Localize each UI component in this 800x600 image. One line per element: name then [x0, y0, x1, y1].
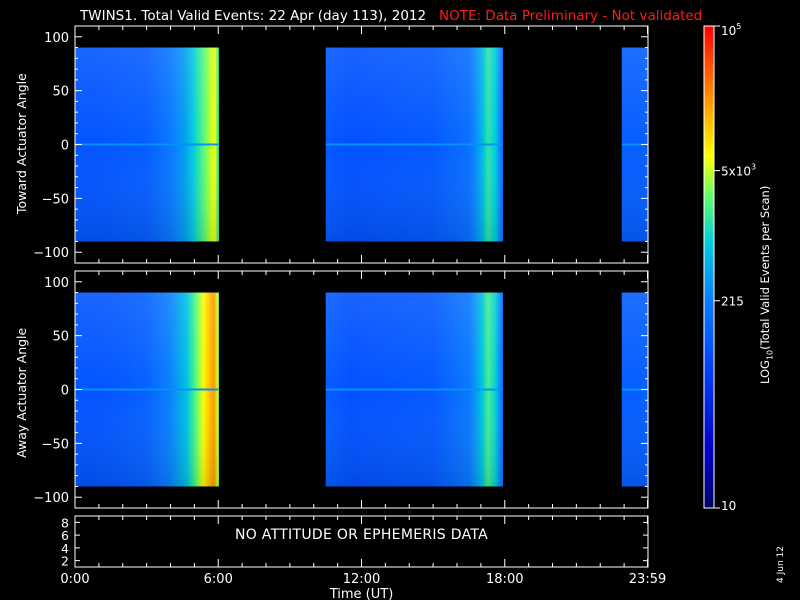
- x-tick-label: 6:00: [204, 572, 233, 587]
- y-tick-label: 50: [52, 85, 69, 100]
- y-tick-label: 0: [61, 384, 69, 399]
- y-tick-label: −100: [33, 491, 69, 506]
- title-main: TWINS1. Total Valid Events: 22 Apr (day …: [80, 8, 427, 24]
- y-tick-label: 6: [61, 528, 69, 543]
- no-ephemeris-message: NO ATTITUDE OR EPHEMERIS DATA: [234, 527, 489, 543]
- y-tick-label: −100: [33, 246, 69, 261]
- y-tick-label: 8: [61, 515, 69, 530]
- x-tick-label: 12:00: [343, 572, 380, 587]
- heatmap-layer: [75, 47, 649, 487]
- y-tick-label: 100: [44, 31, 69, 46]
- x-tick-label: 0:00: [60, 572, 89, 587]
- y-tick-label: 2: [61, 554, 69, 569]
- x-tick-label: 18:00: [486, 572, 523, 587]
- y-tick-label: 4: [61, 541, 69, 556]
- y-tick-label: 50: [52, 330, 69, 345]
- chart-title: TWINS1. Total Valid Events: 22 Apr (day …: [80, 8, 702, 24]
- colorbar: [703, 25, 715, 509]
- y-tick-label: −50: [42, 192, 69, 207]
- x-axis-label: Time (UT): [329, 587, 394, 600]
- y-tick-label: 100: [44, 276, 69, 291]
- colorbar-tick-label: 5x103: [721, 163, 756, 179]
- colorbar-tick-label: 105: [721, 22, 741, 38]
- y-tick-label: −50: [42, 437, 69, 452]
- colorbar-tick-label: 10: [721, 499, 736, 513]
- title-note: NOTE: Data Preliminary - Not validated: [438, 8, 703, 24]
- colorbar-tick-label: 215: [721, 295, 744, 309]
- y-tick-label: 0: [61, 139, 69, 154]
- x-tick-label: 23:59: [629, 572, 666, 587]
